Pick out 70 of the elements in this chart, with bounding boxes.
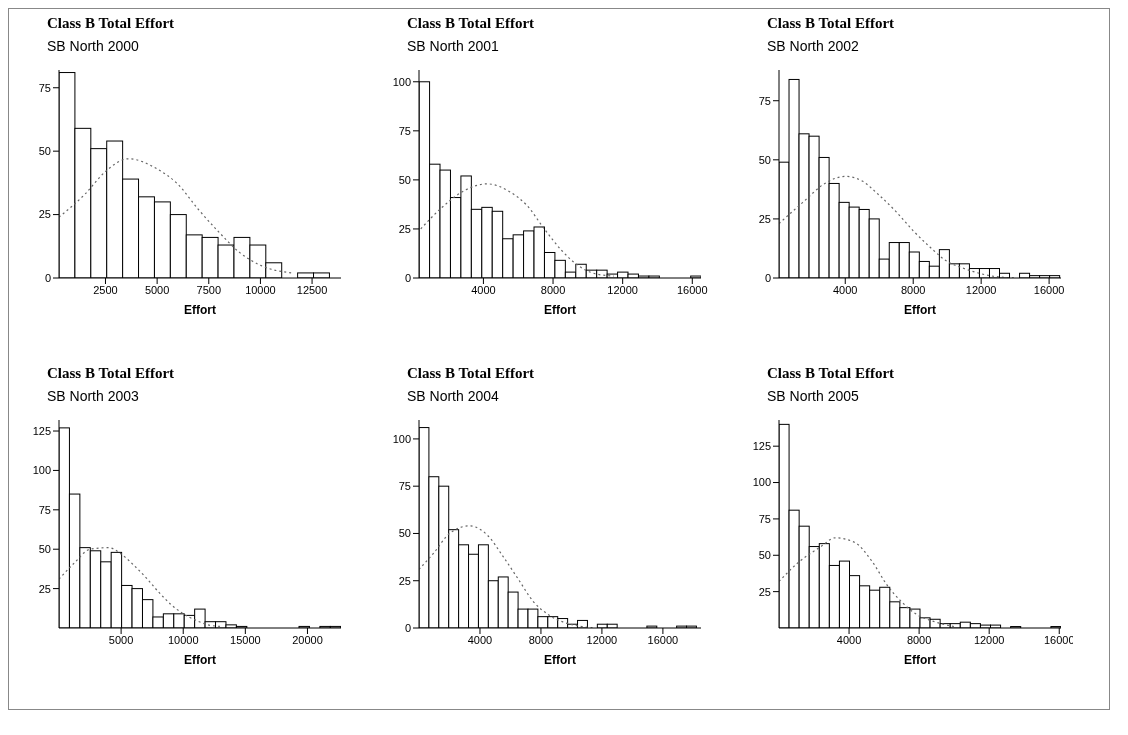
x-axis-title: Effort — [184, 303, 216, 317]
x-tick-label: 16000 — [677, 283, 708, 296]
x-tick-label: 20000 — [292, 633, 323, 646]
x-tick-label: 7500 — [196, 283, 222, 296]
x-tick-label: 10000 — [167, 633, 199, 646]
chart-subtitle: SB North 2001 — [407, 38, 500, 54]
chart-title: Class B Total Effort — [47, 15, 176, 32]
x-tick-label: 8000 — [528, 633, 554, 646]
y-tick-label: 50 — [758, 549, 771, 562]
chart-subtitle: SB North 2000 — [47, 38, 140, 54]
chart-subtitle: SB North 2003 — [47, 388, 140, 404]
x-tick-label: 4000 — [467, 633, 493, 646]
y-tick-label: 100 — [752, 476, 771, 489]
x-tick-label: 8000 — [900, 283, 926, 296]
y-tick-label: 0 — [44, 271, 51, 284]
y-tick-label: 50 — [38, 543, 51, 556]
x-tick-label: 12500 — [296, 283, 328, 296]
chart-subtitle: SB North 2005 — [767, 388, 860, 404]
x-tick-label: 12000 — [607, 283, 638, 296]
y-tick-label: 25 — [398, 222, 411, 235]
x-tick-label: 15000 — [230, 633, 261, 646]
y-tick-label: 50 — [758, 153, 771, 166]
x-tick-label: 4000 — [836, 633, 862, 646]
x-axis-title: Effort — [904, 653, 936, 667]
x-axis-title: Effort — [184, 653, 216, 667]
x-axis-title: Effort — [544, 303, 576, 317]
x-tick-label: 10000 — [245, 283, 276, 296]
x-tick-label: 5000 — [108, 633, 134, 646]
y-tick-label: 25 — [758, 585, 771, 598]
y-tick-label: 50 — [398, 173, 411, 186]
y-tick-label: 25 — [38, 582, 51, 595]
y-tick-label: 75 — [38, 81, 51, 94]
y-tick-label: 75 — [758, 94, 771, 107]
chart-subtitle: SB North 2002 — [767, 38, 860, 54]
y-tick-label: 25 — [758, 212, 771, 225]
y-tick-label: 125 — [32, 424, 51, 437]
chart-title: Class B Total Effort — [407, 15, 536, 32]
chart-title: Class B Total Effort — [47, 365, 176, 382]
x-tick-label: 4000 — [471, 283, 496, 296]
y-tick-label: 50 — [38, 145, 51, 158]
x-axis-title: Effort — [544, 653, 576, 667]
y-tick-label: 0 — [764, 271, 771, 284]
y-tick-label: 25 — [38, 208, 51, 221]
x-axis-title: Effort — [904, 303, 936, 317]
x-tick-label: 5000 — [144, 283, 170, 296]
y-tick-label: 25 — [398, 574, 411, 587]
x-tick-label: 16000 — [1033, 283, 1065, 296]
chart-title: Class B Total Effort — [407, 365, 536, 382]
y-tick-label: 75 — [758, 512, 771, 525]
y-tick-label: 0 — [404, 271, 411, 284]
y-tick-label: 125 — [752, 440, 771, 453]
chart-subtitle: SB North 2004 — [407, 388, 500, 404]
chart-title: Class B Total Effort — [767, 365, 896, 382]
y-tick-label: 50 — [398, 527, 411, 540]
x-tick-label: 8000 — [540, 283, 566, 296]
y-tick-label: 75 — [398, 124, 411, 137]
y-tick-label: 100 — [392, 75, 411, 88]
y-tick-label: 75 — [38, 503, 51, 516]
y-tick-label: 75 — [398, 480, 411, 493]
x-tick-label: 12000 — [586, 633, 618, 646]
x-tick-label: 12000 — [965, 283, 997, 296]
chart-title: Class B Total Effort — [767, 15, 896, 32]
y-tick-label: 100 — [392, 432, 411, 445]
x-tick-label: 8000 — [906, 633, 932, 646]
y-tick-label: 0 — [404, 621, 411, 634]
x-tick-label: 4000 — [833, 283, 858, 296]
x-tick-label: 2500 — [93, 283, 118, 296]
x-tick-label: 12000 — [973, 633, 1005, 646]
x-tick-label: 16000 — [647, 633, 679, 646]
y-tick-label: 100 — [32, 464, 51, 477]
